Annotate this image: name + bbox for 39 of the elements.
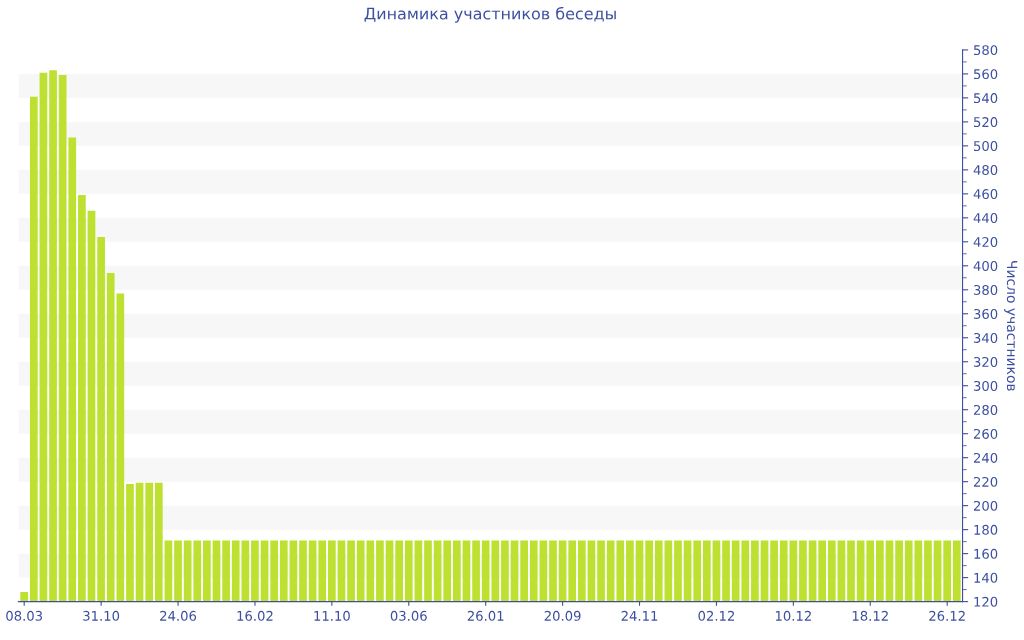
y-tick-label: 120 (974, 596, 998, 607)
x-tick-label: 08.03 (6, 610, 43, 621)
y-tick-label: 380 (973, 285, 998, 295)
y-tick-label: 580 (974, 45, 998, 56)
y-tick-label: 420 (973, 237, 998, 248)
x-tick-label: 03.06 (390, 610, 427, 621)
y-tick-label: 280 (973, 404, 998, 415)
y-tick-label: 240 (973, 452, 998, 463)
x-tick-label: 26.12 (929, 610, 965, 621)
y-tick-label: 300 (973, 380, 998, 391)
x-tick-label: 18.12 (852, 610, 888, 621)
y-tick-label: 520 (974, 117, 998, 128)
y-tick-label: 140 (974, 572, 998, 583)
y-tick-label: 540 (974, 93, 998, 104)
y-tick-label: 460 (973, 189, 998, 200)
x-tick-label: 24.06 (160, 610, 197, 621)
y-tick-label: 560 (974, 69, 998, 80)
y-tick-label: 440 (973, 213, 998, 224)
x-tick-label: 31.10 (83, 610, 120, 621)
x-tick-label: 11.10 (314, 610, 350, 621)
y-axis-title: Число участников (1004, 261, 1018, 391)
y-tick-label: 480 (973, 165, 998, 176)
y-tick-label: 260 (973, 428, 998, 439)
y-tick-label: 180 (974, 524, 998, 535)
x-tick-label: 24.11 (621, 610, 658, 621)
x-tick-label: 20.09 (544, 610, 581, 621)
x-tick-label: 10.12 (775, 610, 811, 621)
y-tick-label: 500 (974, 141, 998, 152)
x-tick-label: 16.02 (237, 610, 273, 621)
x-tick-label: 26.01 (467, 610, 504, 621)
chart-title: Динамика участников беседы (364, 6, 616, 23)
y-tick-label: 320 (973, 356, 998, 367)
y-tick-label: 160 (974, 548, 998, 559)
y-tick-label: 360 (973, 308, 998, 319)
x-tick-label: 02.12 (698, 610, 734, 621)
y-tick-label: 340 (973, 332, 998, 343)
y-tick-label: 220 (973, 476, 998, 487)
y-tick-label: 400 (973, 261, 998, 271)
y-tick-label: 200 (973, 500, 998, 511)
